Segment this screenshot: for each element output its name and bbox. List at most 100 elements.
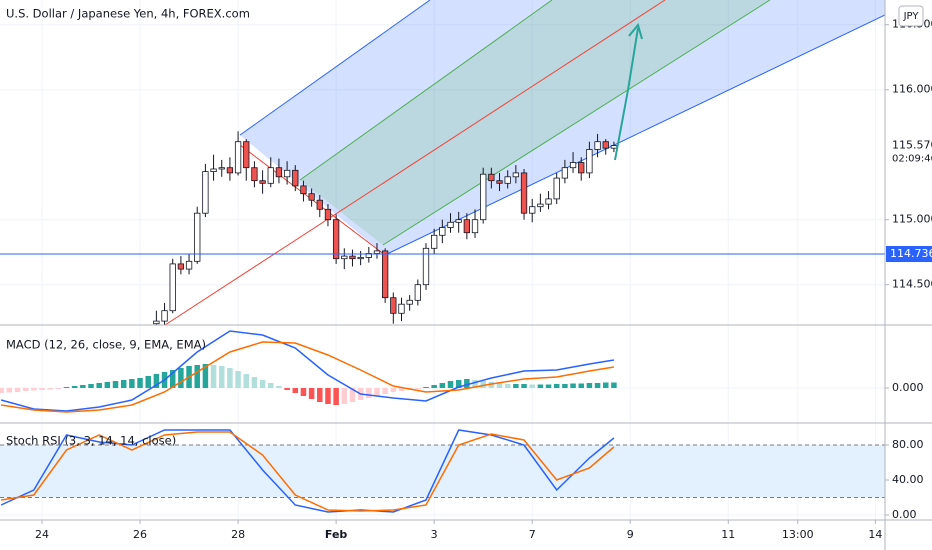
histogram-bar — [112, 381, 119, 388]
candle-body — [569, 162, 577, 169]
macd-pane — [0, 330, 617, 413]
candle-body — [243, 141, 250, 169]
candle-body — [202, 171, 209, 214]
candle-body — [586, 149, 593, 174]
histogram-bar — [308, 388, 315, 399]
histogram-bar — [382, 388, 388, 394]
candle-body — [455, 219, 462, 223]
candle-body — [161, 310, 168, 322]
stoch-pane — [0, 429, 885, 513]
histogram-bar — [317, 388, 323, 402]
candle-body — [308, 193, 315, 201]
y-tick-label: 116.000 — [892, 83, 932, 96]
pitchfork-line — [384, 14, 885, 256]
histogram-bar — [504, 384, 511, 388]
overlay — [614, 22, 643, 161]
x-tick-label: 9 — [627, 528, 634, 541]
histogram-bar — [268, 383, 274, 388]
candle-body — [153, 320, 160, 325]
candle-body — [422, 247, 430, 286]
histogram-bar — [47, 388, 53, 390]
histogram-bar — [63, 387, 70, 388]
histogram-bar — [71, 386, 78, 388]
histogram-bar — [14, 388, 21, 392]
candle-body — [357, 256, 364, 260]
candle-body — [210, 168, 217, 172]
histogram-bar — [537, 384, 544, 388]
y-tick-label: 40.00 — [892, 473, 924, 486]
candle-body — [275, 167, 283, 178]
candle-body — [259, 180, 266, 184]
candle-body — [251, 167, 258, 182]
histogram-bar — [145, 376, 151, 388]
histogram-bar — [39, 388, 45, 390]
histogram-bar — [513, 384, 519, 388]
histogram-bar — [153, 374, 160, 388]
x-tick-label: 24 — [35, 528, 49, 541]
x-tick-label: 7 — [529, 528, 536, 541]
pitchfork-inner — [300, 0, 770, 245]
candle-body — [390, 297, 397, 314]
histogram-bar — [243, 374, 250, 388]
histogram-bar — [366, 388, 372, 398]
x-tick-label: 13:00 — [782, 528, 814, 541]
candle-body — [488, 173, 495, 182]
axis-layer: 114.500115.000116.000116.500114.736115.5… — [35, 18, 932, 541]
candle-body — [414, 284, 421, 301]
candle-body — [406, 299, 413, 305]
histogram-bar — [341, 388, 348, 404]
y-tick-label: 80.00 — [892, 438, 924, 451]
histogram-bar — [398, 388, 405, 391]
indicator-line — [0, 341, 615, 413]
histogram-bar — [472, 380, 478, 388]
indicator-line — [0, 330, 615, 412]
currency-badge[interactable] — [898, 5, 924, 27]
histogram-bar — [22, 388, 29, 391]
price-label-box — [886, 246, 932, 263]
candle-body — [471, 219, 479, 234]
histogram-bar — [259, 380, 266, 388]
candle-body — [439, 227, 446, 236]
histogram-bar — [611, 382, 617, 388]
candle-body — [398, 303, 405, 314]
candle-body — [602, 141, 609, 149]
histogram-bar — [464, 379, 470, 388]
histogram-bar — [529, 384, 535, 388]
candle-body — [381, 250, 389, 299]
candle-body — [169, 263, 176, 312]
candle-body — [316, 199, 323, 210]
y-tick-label: 0.00 — [892, 508, 917, 521]
candle-body — [529, 206, 536, 214]
histogram-bar — [137, 378, 143, 388]
histogram-bar — [194, 365, 200, 388]
histogram-bar — [251, 377, 258, 388]
pitchfork-line — [239, 0, 431, 136]
histogram-bar — [423, 387, 429, 388]
pitchfork-outer — [240, 0, 885, 255]
histogram-bar — [129, 379, 135, 388]
candle-body — [267, 167, 274, 184]
histogram-bar — [521, 384, 527, 388]
candle-body — [512, 172, 520, 178]
histogram-bar — [415, 388, 421, 389]
candle-body — [520, 172, 528, 214]
chart-title: U.S. Dollar / Japanese Yen, 4h, FOREX.co… — [6, 7, 250, 21]
candle-body — [553, 177, 560, 200]
pitchfork-median — [164, 0, 666, 325]
candle-body — [594, 141, 601, 150]
last-price-label: 115.570 — [892, 139, 932, 152]
candle-body — [194, 212, 201, 262]
histogram-bar — [390, 388, 397, 392]
histogram-bar — [594, 383, 601, 388]
price-label: 114.736 — [890, 247, 932, 260]
histogram-bar — [227, 368, 233, 388]
histogram-bar — [447, 381, 454, 388]
x-tick-label: 11 — [721, 528, 735, 541]
candle-body — [480, 173, 487, 221]
candle-body — [463, 219, 470, 234]
candle-body — [537, 203, 544, 208]
candle-body — [332, 219, 340, 260]
indicator-title: Stoch RSI (3, 3, 14, 14, close) — [6, 434, 176, 448]
histogram-bar — [602, 382, 609, 388]
histogram-bar — [284, 388, 290, 390]
